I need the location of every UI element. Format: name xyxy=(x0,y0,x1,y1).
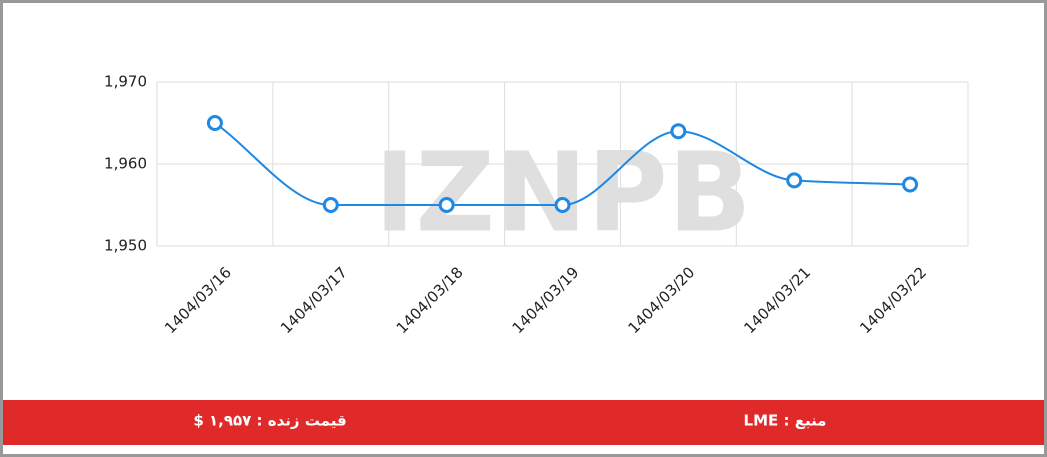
point xyxy=(438,197,455,213)
point xyxy=(554,197,571,213)
watermark: IZNPB xyxy=(374,128,751,256)
footer-bar xyxy=(3,400,1044,445)
point xyxy=(322,197,339,213)
y-tick-label: 1,960 xyxy=(104,155,147,173)
footer-source: منبع : LME xyxy=(744,412,827,430)
point xyxy=(902,176,919,193)
y-tick-label: 1,950 xyxy=(104,237,147,255)
point xyxy=(206,115,223,131)
point xyxy=(786,172,803,189)
footer-price: قیمت زنده : ۱,۹۵۷ $ xyxy=(193,412,346,430)
y-tick-label: 1,970 xyxy=(104,73,147,91)
point xyxy=(670,123,687,140)
